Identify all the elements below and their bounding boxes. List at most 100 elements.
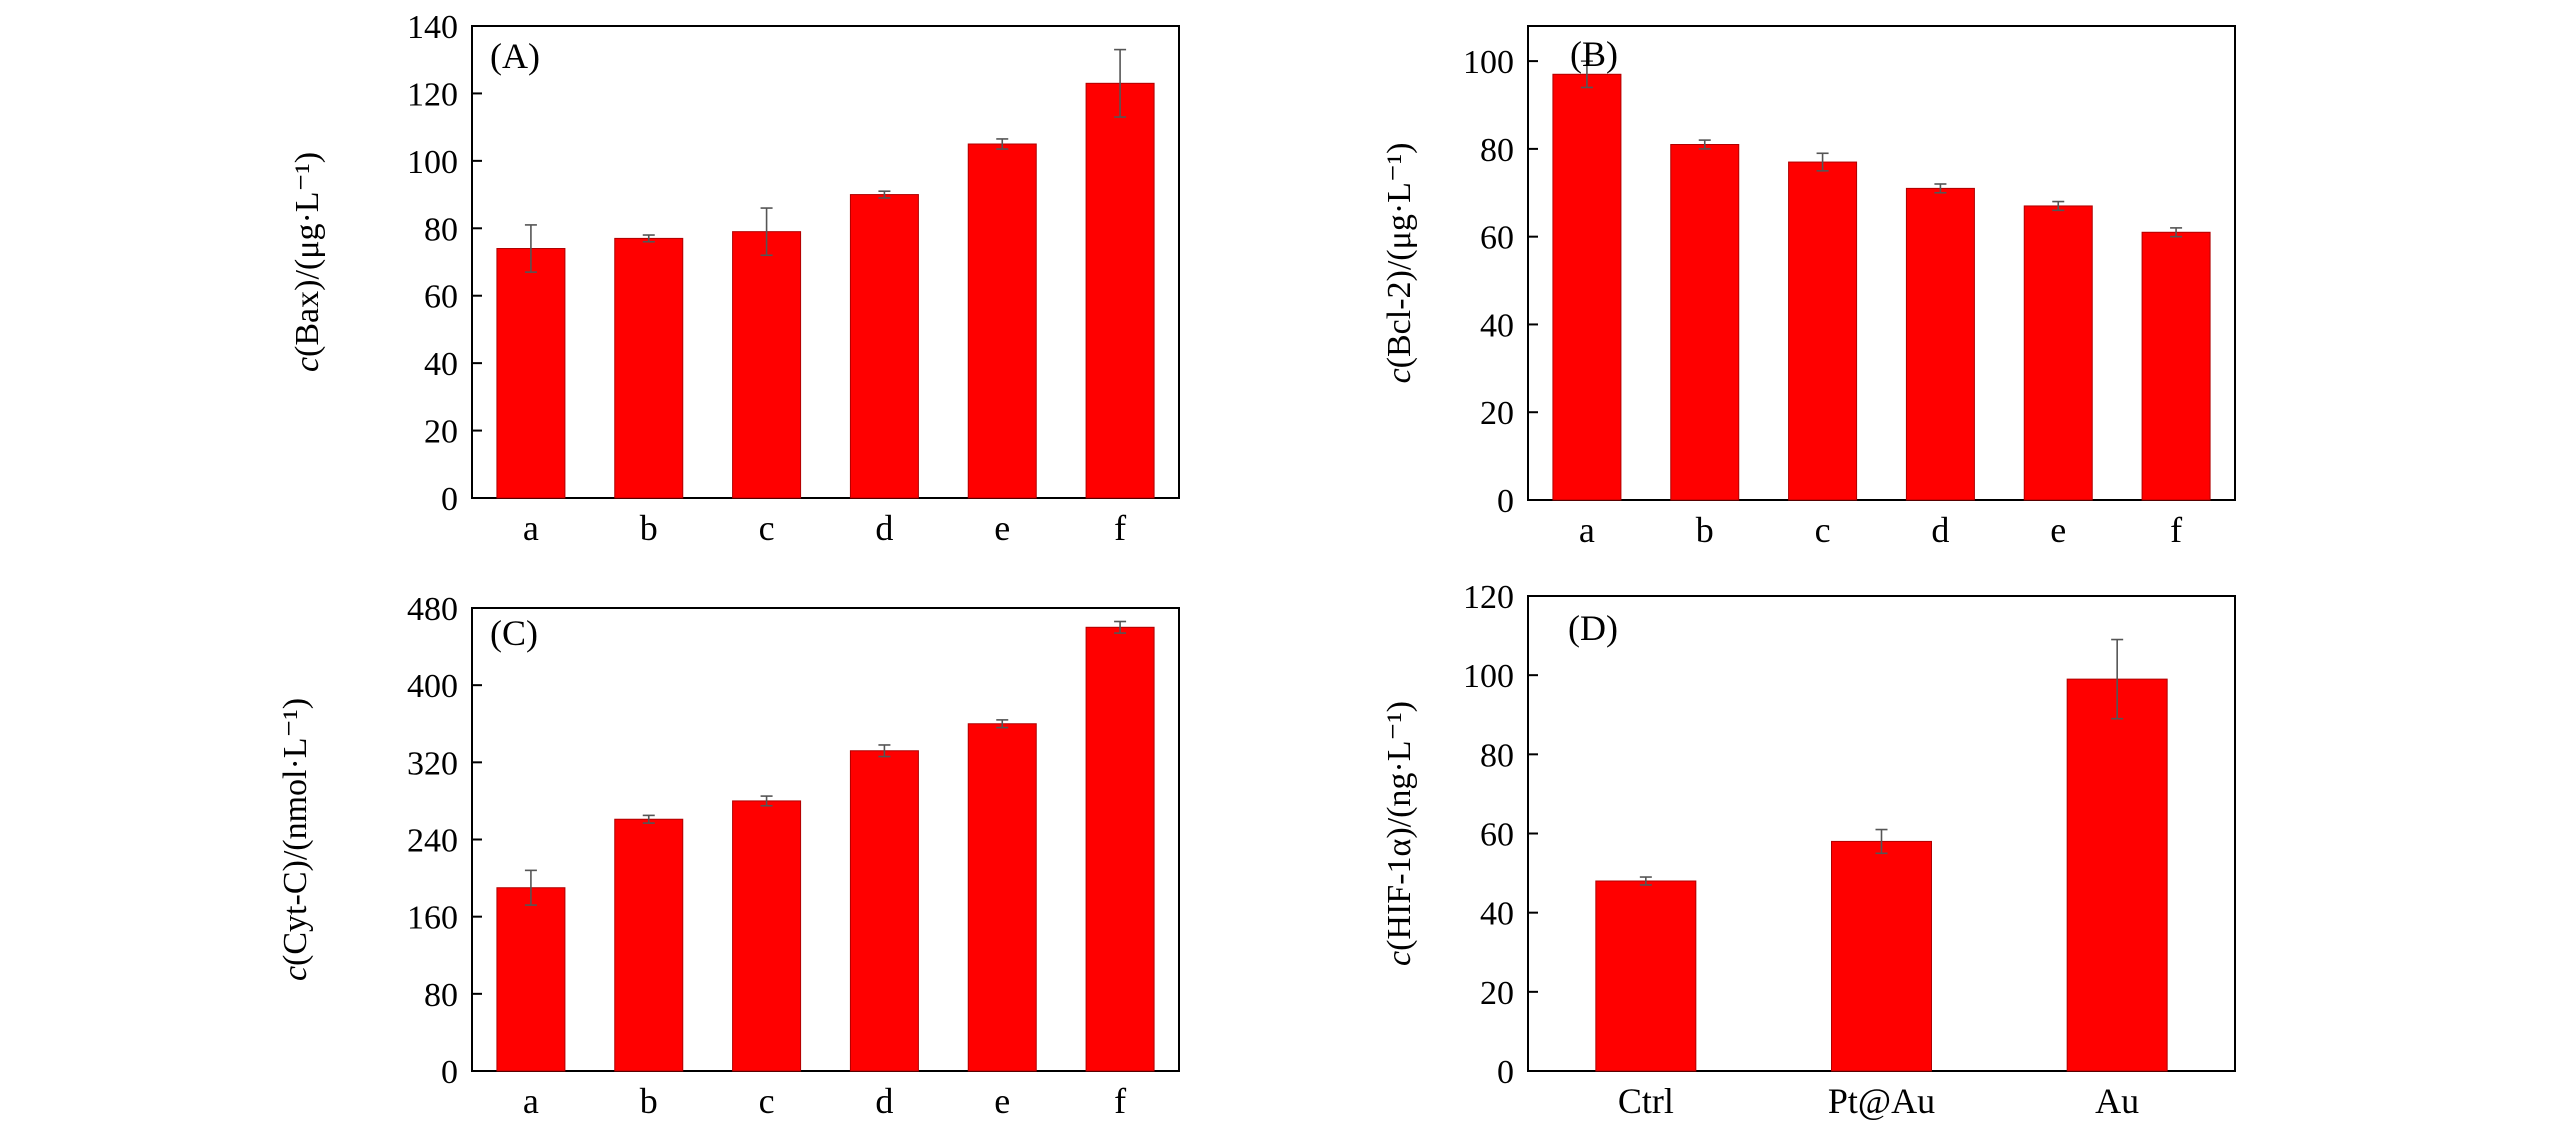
bar	[732, 800, 802, 1072]
y-tick-label: 100	[1463, 658, 1514, 695]
chart-panel-d: 0 20 40 60 80 100 120 Ctrl Pt@Au Au (D) c(HIF-1α)/(…	[1381, 579, 2236, 1121]
y-tick-label: 480	[407, 591, 458, 628]
error-bar	[1816, 152, 1829, 172]
x-tick-label: b	[1696, 510, 1714, 550]
y-tick-label: 80	[1480, 737, 1514, 774]
error-bar	[878, 190, 891, 199]
bar	[614, 818, 684, 1072]
y-tick-label: 60	[424, 279, 458, 316]
bar	[967, 723, 1037, 1072]
y-tick-label: 0	[1497, 483, 1514, 520]
y-tick-label: 20	[424, 414, 458, 451]
bar	[2066, 678, 2168, 1072]
error-bar	[524, 869, 537, 906]
plot-frame	[1527, 25, 2236, 501]
bar	[2141, 231, 2211, 501]
y-tick-label: 100	[407, 144, 458, 181]
y-tick-label: 40	[1480, 307, 1514, 344]
error-bar	[2052, 200, 2065, 212]
y-axis-label: c(Bcl-2)/(μg·L⁻¹)	[1381, 143, 1418, 384]
error-bar	[1114, 48, 1127, 118]
bar	[849, 194, 919, 499]
error-bar	[996, 719, 1009, 729]
x-tick-label: f	[1114, 1081, 1126, 1121]
y-tick-label: 80	[424, 211, 458, 248]
x-tick-label: a	[1579, 510, 1595, 550]
x-tick-label: c	[759, 1081, 775, 1121]
bar	[1831, 840, 1932, 1072]
y-tick-label: 80	[1480, 132, 1514, 169]
panel-label: (A)	[490, 36, 540, 76]
bar	[967, 143, 1037, 499]
bar	[1085, 82, 1155, 499]
error-bar	[2170, 227, 2183, 238]
y-tick-label: 120	[1463, 579, 1514, 616]
bar	[849, 750, 919, 1072]
panel-label: (D)	[1568, 608, 1618, 648]
x-tick-label: Pt@Au	[1828, 1081, 1935, 1121]
error-bar	[1875, 828, 1888, 855]
bar	[2023, 205, 2093, 501]
error-bar	[760, 207, 773, 257]
bar	[496, 248, 566, 499]
y-tick-label: 0	[441, 481, 458, 518]
x-tick-label: b	[640, 508, 658, 548]
x-tick-label: c	[759, 508, 775, 548]
y-tick-label: 60	[1480, 220, 1514, 257]
error-bar	[1934, 183, 1947, 194]
error-bar	[642, 234, 655, 243]
x-tick-label: c	[1815, 510, 1831, 550]
x-tick-label: Ctrl	[1618, 1081, 1674, 1121]
y-tick-label: 40	[424, 346, 458, 383]
x-tick-label: a	[523, 1081, 539, 1121]
bar	[1552, 73, 1622, 501]
x-tick-label: d	[875, 508, 893, 548]
error-bar	[1580, 60, 1593, 89]
error-bar	[878, 744, 891, 758]
y-tick-label: 100	[1463, 44, 1514, 81]
x-tick-label: e	[2050, 510, 2066, 550]
error-bar	[642, 814, 655, 824]
y-tick-label: 20	[1480, 975, 1514, 1012]
bar	[614, 237, 684, 499]
bar	[1670, 144, 1740, 501]
x-tick-label: f	[1114, 508, 1126, 548]
y-tick-label: 20	[1480, 395, 1514, 432]
error-bar	[1698, 139, 1711, 150]
y-tick-label: 160	[407, 900, 458, 937]
plot-frame	[471, 25, 1180, 499]
chart-panel-c: 0 80 160 240 320 400 480 a b c d e f (C) c(Cyt-C)/(nmo…	[277, 591, 1180, 1121]
y-tick-label: 320	[407, 745, 458, 782]
bar	[1788, 161, 1858, 501]
y-axis-label: c(Bax)/(μg·L⁻¹)	[289, 152, 326, 372]
error-bar	[1639, 876, 1652, 886]
x-tick-label: d	[875, 1081, 893, 1121]
error-bar	[996, 138, 1009, 150]
y-axis-label: c(Cyt-C)/(nmol·L⁻¹)	[277, 698, 314, 981]
y-tick-label: 0	[441, 1054, 458, 1091]
panel-label: (C)	[490, 613, 538, 653]
error-bar	[524, 224, 537, 273]
x-tick-label: e	[994, 1081, 1010, 1121]
bar	[496, 887, 566, 1072]
x-tick-label: d	[1931, 510, 1949, 550]
x-tick-label: e	[994, 508, 1010, 548]
y-tick-label: 0	[1497, 1054, 1514, 1091]
y-tick-label: 400	[407, 668, 458, 705]
bar	[1905, 187, 1975, 501]
x-tick-label: Au	[2095, 1081, 2139, 1121]
x-tick-label: a	[523, 508, 539, 548]
y-tick-label: 60	[1480, 817, 1514, 854]
bar	[732, 231, 802, 499]
plot-frame	[471, 607, 1180, 1072]
y-tick-label: 40	[1480, 896, 1514, 933]
y-tick-label: 240	[407, 823, 458, 860]
y-tick-label: 80	[424, 977, 458, 1014]
chart-panel-b: 0 20 40 60 80 100 a b c d e f (B) c(Bcl-2)/(μg·L⁻¹)	[1381, 25, 2236, 550]
y-tick-label: 120	[407, 76, 458, 113]
error-bar	[1114, 620, 1127, 634]
panel-label: (B)	[1570, 34, 1618, 74]
x-tick-label: b	[640, 1081, 658, 1121]
chart-panel-a: 0 20 40 60 80 100 120 140 a b c d e f (A) c(Bax)/(μg·L⁻…	[289, 9, 1180, 548]
